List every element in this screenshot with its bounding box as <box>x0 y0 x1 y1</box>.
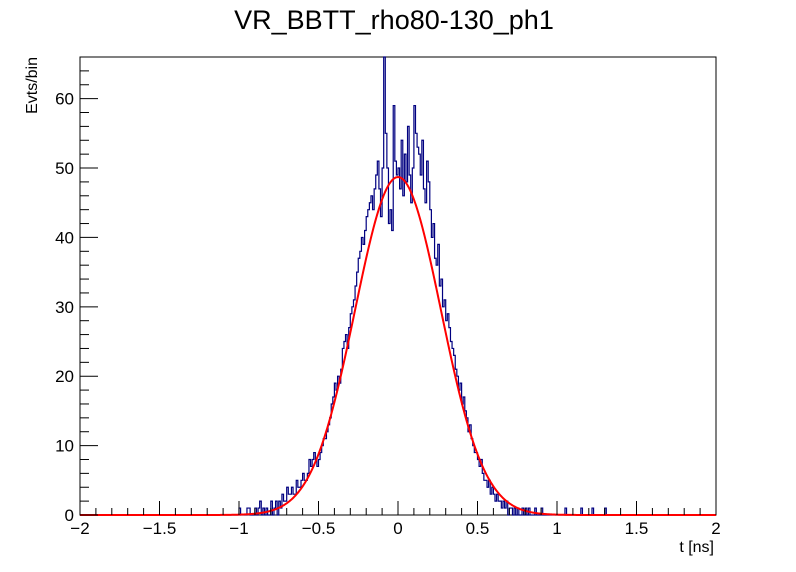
plot-frame <box>79 56 717 516</box>
histogram-series <box>80 56 716 516</box>
fit-curve <box>80 176 716 516</box>
y-tick-label: 30 <box>55 298 74 317</box>
gaussian-fit-series <box>80 176 716 516</box>
y-tick-label: 20 <box>55 367 74 386</box>
x-tick-label: 1 <box>552 519 561 538</box>
x-tick-label: 1.5 <box>625 519 649 538</box>
x-axis: −2 −1.5 −1 −0.5 0 0.5 1 1.5 2 <box>70 501 721 538</box>
x-axis-label: t [ns] <box>679 539 714 556</box>
x-tick-label: −0.5 <box>302 519 336 538</box>
y-axis-label: Evts/bin <box>24 57 41 114</box>
y-axis: 0 10 20 30 40 50 60 <box>55 56 98 525</box>
y-tick-label: 10 <box>55 437 74 456</box>
x-tick-label: −1.5 <box>143 519 177 538</box>
y-tick-label: 60 <box>55 90 74 109</box>
histogram-outline <box>80 56 716 516</box>
x-tick-label: −2 <box>70 519 89 538</box>
x-tick-label: 2 <box>711 519 720 538</box>
x-tick-label: 0 <box>393 519 402 538</box>
x-tick-label: 0.5 <box>466 519 490 538</box>
y-tick-label: 40 <box>55 228 74 247</box>
y-tick-label: 50 <box>55 159 74 178</box>
y-tick-label: 0 <box>65 506 74 525</box>
x-tick-label: −1 <box>229 519 248 538</box>
chart-title: VR_BBTT_rho80-130_ph1 <box>234 5 554 35</box>
